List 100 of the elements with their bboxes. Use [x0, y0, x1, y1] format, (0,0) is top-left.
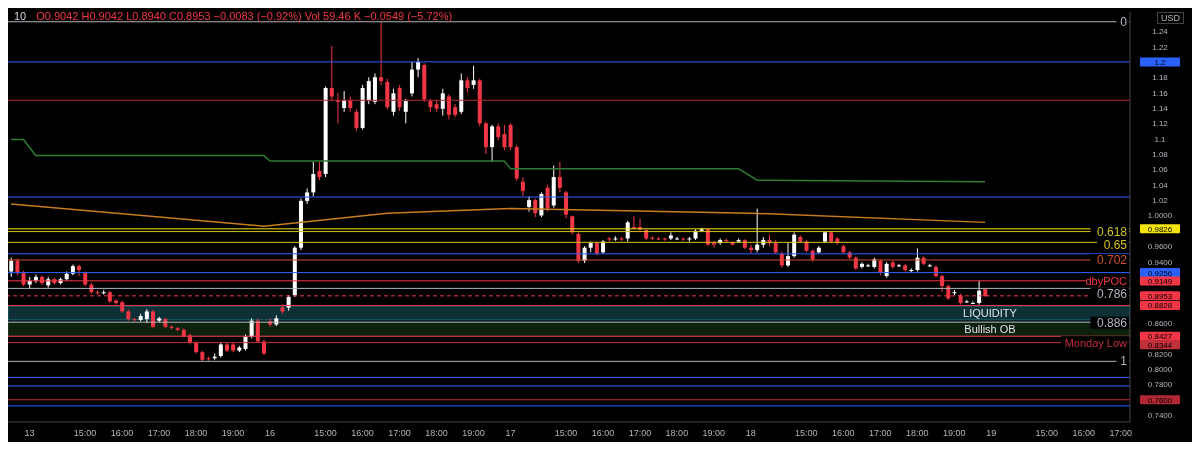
- x-tick-label: 16:00: [832, 428, 855, 439]
- y-tick-label: 1.04: [1152, 180, 1169, 190]
- y2-tick-label: 0.65: [1103, 237, 1128, 252]
- x-tick-label: 19: [986, 428, 997, 439]
- candlestick: [483, 121, 488, 155]
- candlestick: [397, 84, 402, 112]
- y-tick-label: 1.08: [1152, 150, 1169, 160]
- x-tick-label: 15:00: [1035, 428, 1059, 439]
- candlestick: [151, 309, 156, 329]
- x-tick-label: 19:00: [702, 428, 726, 439]
- candlestick: [545, 184, 550, 213]
- x-tick-label: 17: [505, 428, 516, 439]
- candlestick: [403, 98, 408, 124]
- ref-line-label: dbyPOC: [1085, 274, 1128, 287]
- candlestick: [668, 231, 673, 241]
- x-tick-label: 19:00: [462, 428, 485, 439]
- x-tick-label: 18:00: [425, 428, 448, 439]
- candlestick: [440, 88, 445, 117]
- x-tick-label: 16:00: [591, 428, 615, 439]
- y-tick-label: 0.9600: [1147, 242, 1173, 252]
- candlestick: [391, 88, 396, 117]
- y-tick-label: 1.1: [1154, 134, 1167, 144]
- line-series: [10, 203, 986, 227]
- y-tick-label: 1.24: [1152, 27, 1169, 37]
- x-tick-label: 15:00: [314, 428, 337, 439]
- candlestick: [557, 161, 562, 193]
- y2-tick-label: 1: [1120, 354, 1128, 369]
- y-tick-label: 0.9826: [1147, 224, 1173, 234]
- candlestick: [446, 93, 451, 120]
- ref-line-label: Monday Low: [1064, 336, 1128, 349]
- y-tick-label: 1.22: [1152, 42, 1169, 52]
- candlestick: [329, 45, 334, 101]
- x-tick-label: 19:00: [221, 428, 245, 439]
- candlestick: [311, 161, 316, 197]
- y-tick-label: 1.12: [1152, 119, 1169, 129]
- candlestick: [342, 90, 347, 113]
- candlestick: [755, 208, 760, 253]
- candlestick: [970, 300, 975, 305]
- y-tick-label: 0.9256: [1147, 268, 1173, 278]
- y-tick-label: 0.7600: [1147, 395, 1173, 405]
- candlestick: [502, 124, 507, 151]
- y-tick-label: 1.14: [1152, 103, 1169, 113]
- y2-tick-label: 0: [1120, 14, 1128, 29]
- y-tick-label: 0.8953: [1147, 291, 1173, 301]
- candlestick: [508, 122, 513, 151]
- y-tick-label: 1.06: [1152, 165, 1169, 175]
- y-tick-label: 1.16: [1152, 88, 1169, 98]
- y2-tick-label: 0.786: [1096, 286, 1128, 301]
- band-label: Bullish OB: [964, 323, 1016, 336]
- candlestick: [416, 57, 421, 78]
- candlestick: [564, 190, 569, 220]
- candlestick: [859, 261, 864, 269]
- x-tick-label: 18:00: [906, 428, 929, 439]
- x-tick-label: 16:00: [110, 428, 134, 439]
- candlestick: [366, 76, 371, 105]
- candlestick: [631, 215, 636, 230]
- candlestick: [9, 257, 14, 278]
- x-tick-label: 13: [24, 428, 35, 439]
- candlestick: [354, 109, 359, 132]
- x-tick-label: 18: [745, 428, 756, 439]
- chart-subtitle: O0.9042 H0.9042 L0.8940 C0.8953 −0.0083 (−0.92%) Vol 59.46 K −0.0549 (−5.72%): [36, 10, 453, 22]
- y2-tick-label: 0.702: [1096, 253, 1128, 268]
- x-tick-label: 17:00: [1109, 428, 1133, 439]
- y-tick-label: 1.18: [1152, 73, 1169, 83]
- y-tick-label: 0.9149: [1147, 277, 1173, 287]
- y-tick-label: 0.8427: [1147, 332, 1173, 342]
- candlestick: [712, 240, 717, 249]
- line-series: [10, 138, 986, 183]
- x-tick-label: 17:00: [869, 428, 892, 439]
- candlestick: [471, 65, 476, 90]
- y-tick-label: 1.0000: [1147, 211, 1173, 221]
- y-tick-label: 0.8344: [1147, 340, 1173, 350]
- chart-title: 10: [14, 10, 27, 22]
- candlestick: [490, 124, 495, 163]
- x-tick-label: 15:00: [73, 428, 97, 439]
- x-tick-label: 17:00: [388, 428, 411, 439]
- y-tick-label: 1.02: [1152, 196, 1169, 206]
- x-tick-label: 15:00: [795, 428, 818, 439]
- candlestick: [409, 61, 414, 97]
- y-tick-label: 0.8200: [1147, 349, 1173, 359]
- x-tick-label: 16: [265, 428, 276, 439]
- y-tick-label: 0.7800: [1147, 380, 1173, 390]
- candlestick: [77, 264, 82, 277]
- y-tick-label: 0.7400: [1147, 411, 1173, 421]
- candlestick: [317, 161, 322, 181]
- y-tick-label: 1.2: [1154, 57, 1167, 67]
- x-tick-label: 15:00: [554, 428, 578, 439]
- x-tick-label: 17:00: [628, 428, 652, 439]
- candlestick: [520, 176, 525, 197]
- x-tick-label: 16:00: [1072, 428, 1096, 439]
- x-tick-label: 16:00: [351, 428, 374, 439]
- y-tick-label: 0.8000: [1147, 365, 1173, 375]
- y-tick-label: 0.8600: [1147, 318, 1173, 328]
- band-label: LIQUIDITY: [963, 306, 1018, 319]
- y-tick-label: 0.8828: [1147, 301, 1173, 311]
- x-tick-label: 19:00: [943, 428, 966, 439]
- y-tick-label: 0.9400: [1147, 257, 1173, 267]
- text: USD: [1156, 12, 1184, 24]
- y2-tick-label: 0.886: [1096, 315, 1128, 330]
- x-tick-label: 17:00: [147, 428, 171, 439]
